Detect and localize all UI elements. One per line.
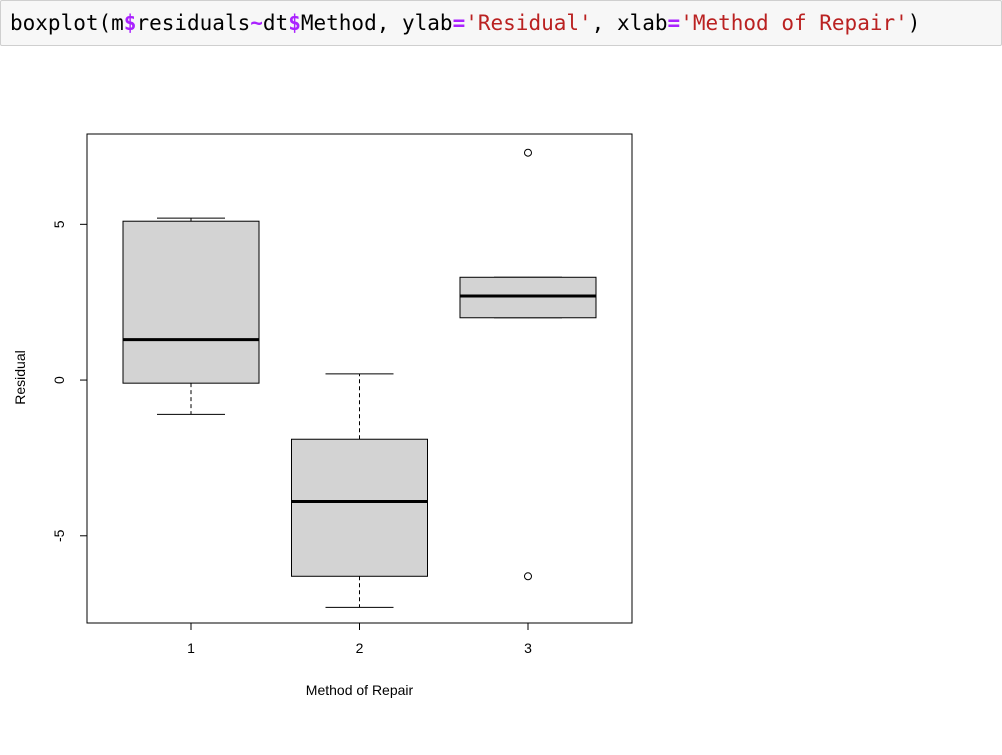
box-iqr [460, 277, 596, 317]
box-iqr [123, 221, 259, 383]
code-token-plain: boxplot(m [10, 11, 124, 35]
code-token-plain: Method, ylab [301, 11, 453, 35]
outlier-point [524, 149, 531, 156]
x-axis-label: Method of Repair [306, 682, 414, 698]
x-tick-label: 2 [356, 640, 364, 656]
box-group-3 [460, 149, 596, 580]
y-axis-label: Residual [12, 350, 28, 404]
code-token-plain: , xlab [592, 11, 668, 35]
code-token-op: = [453, 11, 466, 35]
box-iqr [292, 439, 428, 576]
code-token-str: 'Residual' [465, 11, 591, 35]
code-token-str: 'Method of Repair' [680, 11, 908, 35]
code-token-plain: dt [263, 11, 288, 35]
box-group-2 [292, 374, 428, 608]
code-token-op: ~ [250, 11, 263, 35]
y-tick-label: -5 [51, 529, 67, 542]
x-tick-label: 1 [187, 640, 195, 656]
code-token-plain: residuals [136, 11, 250, 35]
code-token-op: = [668, 11, 681, 35]
code-token-op: $ [288, 11, 301, 35]
plot-output: 1 2 3 -5 0 5 Method of Repair Residual [0, 46, 660, 750]
boxplot-chart: 1 2 3 -5 0 5 Method of Repair Residual [0, 46, 660, 750]
code-token-plain: ) [908, 11, 921, 35]
y-tick-label: 0 [51, 376, 67, 384]
y-tick-label: 5 [51, 220, 67, 228]
code-cell[interactable]: boxplot(m$residuals~dt$Method, ylab='Res… [0, 0, 1002, 46]
box-group-1 [123, 218, 259, 414]
code-token-op: $ [124, 11, 137, 35]
outlier-point [524, 573, 531, 580]
x-tick-label: 3 [524, 640, 532, 656]
